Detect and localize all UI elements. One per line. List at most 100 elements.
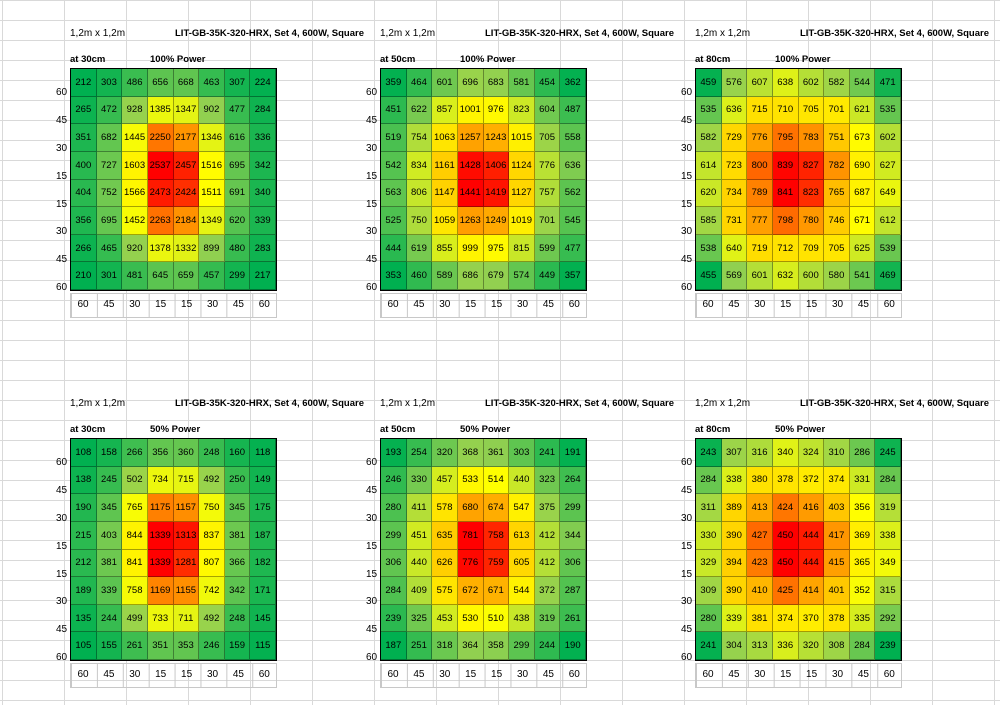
heatmap-grid: 193 254 320 368 361 303 241 191 246 330 457 533 514 4… bbox=[380, 438, 587, 661]
heatmap-cell: 280 bbox=[696, 604, 722, 633]
heatmap-cell: 671 bbox=[849, 207, 876, 235]
x-tick-label: 45 bbox=[542, 669, 554, 680]
heatmap-cell: 759 bbox=[483, 549, 510, 578]
heatmap-cell: 614 bbox=[696, 151, 722, 180]
x-tick-label: 60 bbox=[568, 669, 580, 680]
heatmap-cell: 632 bbox=[772, 262, 799, 290]
heatmap-cell: 340 bbox=[250, 179, 276, 208]
heatmap-cell: 777 bbox=[747, 207, 773, 235]
heatmap-cell: 284 bbox=[875, 466, 901, 495]
heatmap-cell: 502 bbox=[122, 466, 148, 495]
heatmap-cell: 530 bbox=[457, 604, 484, 633]
heatmap-cell: 765 bbox=[824, 179, 850, 208]
power-label: 50% Power bbox=[775, 424, 826, 435]
distance-label: at 50cm bbox=[380, 424, 416, 435]
y-tick-label: 15 bbox=[366, 540, 378, 552]
heatmap-cell: 455 bbox=[696, 262, 722, 290]
area-size-label: 1,2m x 1,2m bbox=[70, 398, 126, 409]
heatmap-cell: 265 bbox=[71, 96, 97, 125]
heatmap-cell: 2457 bbox=[173, 151, 200, 180]
heatmap-cell: 171 bbox=[250, 577, 276, 605]
heatmap-cell: 576 bbox=[721, 69, 748, 97]
x-tick-label: 15 bbox=[780, 669, 792, 680]
y-tick-label: 45 bbox=[681, 254, 693, 266]
heatmap-cell: 1346 bbox=[199, 124, 225, 152]
heatmap-cell: 404 bbox=[71, 179, 97, 208]
heatmap-cell: 752 bbox=[96, 179, 123, 208]
heatmap-cell: 362 bbox=[560, 69, 586, 97]
heatmap-cell: 734 bbox=[147, 466, 174, 495]
heatmap-cell: 381 bbox=[96, 549, 123, 578]
heatmap-cell: 477 bbox=[560, 234, 586, 263]
heatmap-cell: 118 bbox=[250, 439, 276, 467]
y-tick-label: 15 bbox=[56, 568, 68, 580]
x-tick-label: 60 bbox=[387, 669, 399, 680]
heatmap-cell: 2473 bbox=[147, 179, 174, 208]
heatmap-grid: 459 576 607 638 602 582 544 471 535 636 715 710 705 7… bbox=[695, 68, 902, 291]
x-axis-box bbox=[70, 293, 277, 318]
heatmap-cell: 261 bbox=[122, 632, 148, 660]
heatmap-cell: 683 bbox=[483, 69, 510, 97]
heatmap-panel: 1,2m x 1,2m LIT-GB-35K-320-HRX, Set 4, 60… bbox=[310, 370, 674, 690]
x-tick-label: 60 bbox=[77, 299, 89, 310]
x-tick-label: 60 bbox=[883, 669, 895, 680]
heatmap-cell: 306 bbox=[560, 549, 586, 578]
heatmap-cell: 723 bbox=[721, 151, 748, 180]
y-tick-label: 15 bbox=[56, 170, 68, 182]
heatmap-cell: 928 bbox=[122, 96, 148, 125]
heatmap-cell: 342 bbox=[224, 577, 251, 605]
heatmap-cell: 245 bbox=[875, 439, 901, 467]
heatmap-cell: 244 bbox=[96, 604, 123, 633]
heatmap-cell: 1263 bbox=[457, 207, 484, 235]
heatmap-cell: 323 bbox=[534, 466, 561, 495]
heatmap-cell: 635 bbox=[432, 521, 458, 550]
heatmap-cell: 827 bbox=[798, 151, 825, 180]
heatmap-cell: 378 bbox=[824, 604, 850, 633]
heatmap-cell: 1385 bbox=[147, 96, 174, 125]
heatmap-cell: 409 bbox=[406, 577, 433, 605]
x-tick-label: 60 bbox=[883, 299, 895, 310]
y-tick-label: 30 bbox=[681, 226, 693, 238]
heatmap-cell: 319 bbox=[534, 604, 561, 633]
y-tick-label: 45 bbox=[56, 114, 68, 126]
heatmap-cell: 306 bbox=[381, 549, 407, 578]
y-tick-label: 60 bbox=[56, 282, 68, 294]
heatmap-cell: 538 bbox=[696, 234, 722, 263]
x-axis-box bbox=[695, 293, 902, 318]
y-tick-label: 30 bbox=[56, 512, 68, 524]
heatmap-cell: 261 bbox=[560, 604, 586, 633]
heatmap-cell: 266 bbox=[122, 439, 148, 467]
heatmap-cell: 158 bbox=[96, 439, 123, 467]
heatmap-cell: 246 bbox=[199, 632, 225, 660]
x-axis-box bbox=[380, 293, 587, 318]
x-tick-label: 30 bbox=[516, 299, 529, 310]
x-tick-label: 45 bbox=[232, 299, 244, 310]
heatmap-cell: 451 bbox=[406, 521, 433, 550]
heatmap-cell: 250 bbox=[224, 466, 251, 495]
heatmap-cell: 424 bbox=[772, 494, 799, 522]
heatmap-cell: 338 bbox=[875, 521, 901, 550]
heatmap-cell: 2263 bbox=[147, 207, 174, 235]
x-tick-label: 30 bbox=[206, 669, 219, 680]
x-tick-label: 60 bbox=[258, 669, 270, 680]
power-label: 50% Power bbox=[460, 424, 511, 435]
heatmap-cell: 299 bbox=[224, 262, 251, 290]
heatmap-cell: 190 bbox=[71, 494, 97, 522]
heatmap-cell: 601 bbox=[747, 262, 773, 290]
heatmap-cell: 264 bbox=[560, 466, 586, 495]
x-tick-label: 15 bbox=[181, 299, 193, 310]
heatmap-cell: 187 bbox=[250, 521, 276, 550]
heatmap-cell: 105 bbox=[71, 632, 97, 660]
heatmap-cell: 160 bbox=[224, 439, 251, 467]
heatmap-cell: 471 bbox=[875, 69, 901, 97]
heatmap-cell: 616 bbox=[224, 124, 251, 152]
heatmap-cell: 582 bbox=[696, 124, 722, 152]
heatmap-cell: 1281 bbox=[173, 549, 200, 578]
heatmap-cell: 336 bbox=[772, 632, 799, 660]
heatmap-cell: 539 bbox=[875, 234, 901, 263]
heatmap-cell: 318 bbox=[432, 632, 458, 660]
heatmap-cell: 451 bbox=[381, 96, 407, 125]
heatmap-cell: 368 bbox=[457, 439, 484, 467]
heatmap-cell: 338 bbox=[721, 466, 748, 495]
heatmap-cell: 308 bbox=[824, 632, 850, 660]
